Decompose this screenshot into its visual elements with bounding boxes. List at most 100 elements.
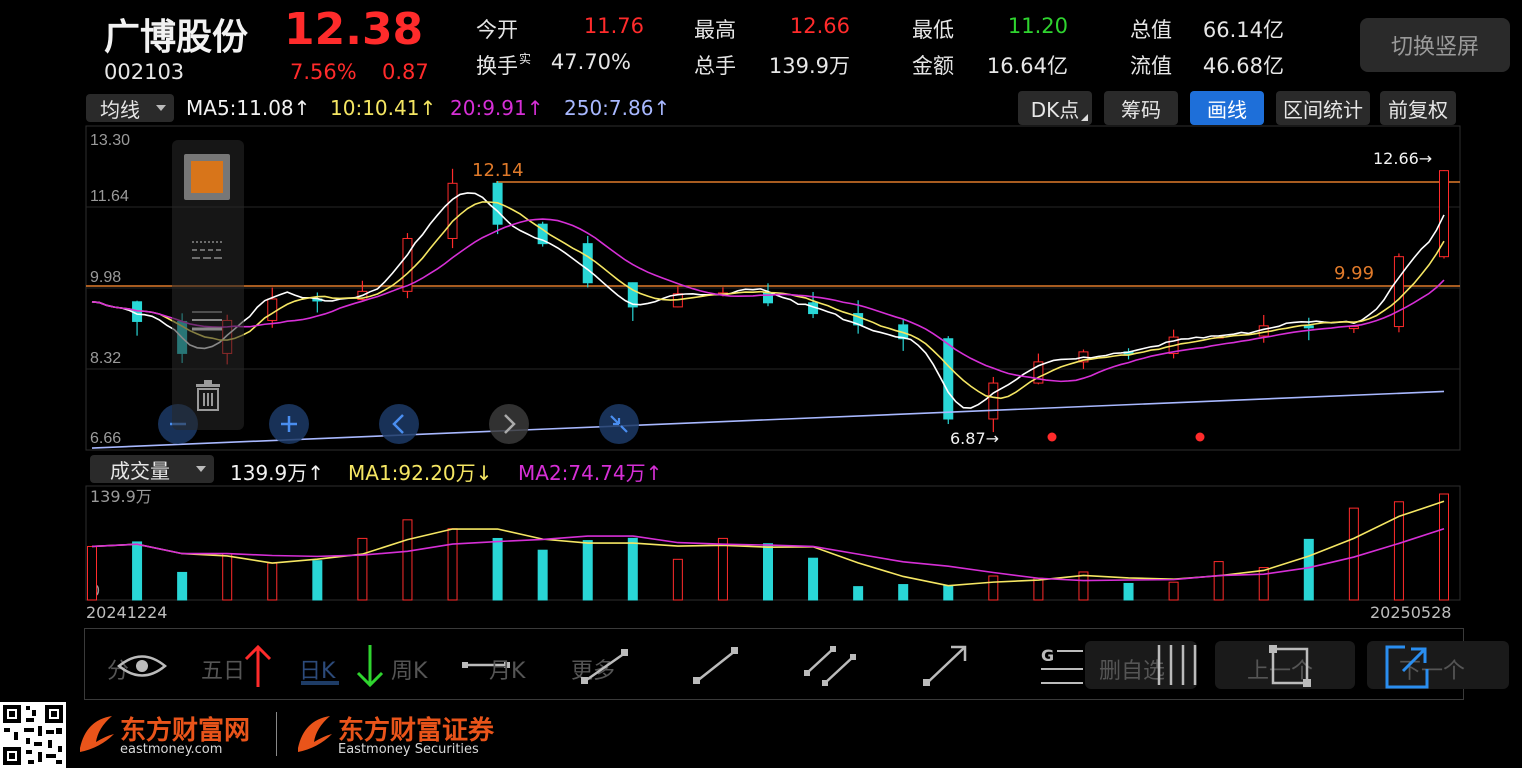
- arrow-down-icon[interactable]: [355, 643, 385, 689]
- volume-bar: [1439, 493, 1449, 601]
- dash-style-icon[interactable]: [190, 238, 224, 266]
- chevron-left-icon: [392, 414, 404, 434]
- trash-icon[interactable]: [194, 380, 222, 412]
- ma-select[interactable]: 均线: [86, 94, 174, 122]
- volume-chart[interactable]: 139.9万 0 20241224 20250528: [0, 484, 1522, 624]
- candle-body: [492, 182, 503, 225]
- line-weight-icon[interactable]: [190, 308, 224, 336]
- mktcap-value: 66.14亿: [1202, 18, 1284, 42]
- scroll-right-button[interactable]: [489, 404, 529, 444]
- caret-down-icon: [156, 105, 166, 111]
- draw-line-button[interactable]: 画线: [1190, 91, 1264, 125]
- volume-bar: [672, 558, 683, 601]
- delete-watchlist-button[interactable]: [1085, 641, 1197, 689]
- ma250-readout: 250:7.86↑: [564, 96, 671, 120]
- parallel-lines-icon[interactable]: [803, 643, 859, 687]
- ma5-readout: MA5:11.08↑: [186, 96, 311, 120]
- eastmoney-logo-icon: [80, 716, 114, 752]
- golden-section-icon[interactable]: G: [1039, 645, 1085, 687]
- ma250-line: [91, 390, 1445, 449]
- brand-securities: 东方财富证券: [338, 716, 495, 746]
- line-segment-icon[interactable]: [691, 643, 741, 687]
- candle-body: [627, 282, 638, 308]
- volume-value: 139.9万: [768, 54, 850, 78]
- volume-bar: [853, 586, 864, 601]
- change-amount: 0.87: [382, 60, 429, 84]
- arrow-up-icon[interactable]: [243, 643, 273, 689]
- qr-code-icon: [0, 702, 66, 768]
- arrow-line-icon[interactable]: [921, 641, 971, 689]
- gridlines: [86, 206, 1460, 370]
- dk-point-button[interactable]: DK点: [1018, 91, 1092, 125]
- hline-label-999: 9.99: [1334, 263, 1374, 284]
- period-month-k[interactable]: 月K: [489, 659, 526, 684]
- forward-adjust-button[interactable]: 前复权: [1380, 91, 1456, 125]
- ma20-line: [91, 218, 1445, 383]
- horizontal-segment-icon[interactable]: [461, 655, 511, 675]
- period-five-day[interactable]: 五日: [201, 659, 246, 684]
- more-periods[interactable]: 更多: [571, 659, 616, 684]
- high-value: 12.66: [789, 14, 850, 38]
- stock-name: 广博股份: [104, 17, 249, 58]
- vol-ma1-readout: MA1:92.20万↓: [348, 461, 493, 485]
- scroll-left-button[interactable]: [379, 404, 419, 444]
- candle-body: [988, 382, 999, 420]
- drawing-style-panel: [172, 140, 244, 430]
- extend-line-icon[interactable]: [1383, 643, 1431, 691]
- ma-select-label: 均线: [100, 97, 140, 122]
- next-button[interactable]: [1367, 641, 1509, 689]
- period-minute[interactable]: 分: [107, 659, 130, 684]
- volume-bar: [267, 562, 278, 601]
- candle-body: [1348, 326, 1359, 330]
- corner-triangle-icon: [1081, 114, 1088, 121]
- y-tick-label: 8.32: [90, 350, 121, 367]
- eye-icon[interactable]: [117, 653, 167, 679]
- amount-label: 金额: [912, 54, 954, 78]
- candle-body: [943, 338, 954, 420]
- low-label: 最低: [912, 18, 954, 42]
- volume-readout: 139.9万↑: [230, 461, 325, 485]
- switch-portrait-button[interactable]: 切换竖屏: [1360, 18, 1510, 72]
- volume-bar: [1078, 571, 1089, 601]
- volume-y-max: 139.9万: [90, 487, 152, 506]
- vol-ma2-readout: MA2:74.74万↑: [518, 461, 663, 485]
- min-price-marker: 6.87→: [950, 429, 999, 448]
- candlestick-chart[interactable]: 13.30 11.64 9.98 8.32 6.66 12.14 9.99 12…: [0, 0, 1522, 460]
- range-stats-button[interactable]: 区间统计: [1276, 91, 1370, 125]
- volume-label: 总手: [694, 54, 736, 78]
- volume-bar: [582, 540, 593, 601]
- divider: [276, 712, 277, 756]
- footer: 东方财富网 eastmoney.com 东方财富证券 Eastmoney Sec…: [0, 700, 1522, 768]
- rectangle-icon[interactable]: [1267, 643, 1313, 689]
- zoom-in-button[interactable]: [269, 404, 309, 444]
- signal-dot: [1195, 432, 1205, 442]
- turnover-value: 47.70%: [550, 50, 631, 74]
- signal-dot: [1047, 432, 1057, 442]
- vertical-lines-icon[interactable]: [1153, 643, 1201, 687]
- volume-bar: [537, 549, 548, 601]
- volume-bar: [1393, 501, 1404, 601]
- ma10-line: [91, 201, 1445, 400]
- chips-button[interactable]: 筹码: [1104, 91, 1178, 125]
- volume-bar: [132, 541, 143, 601]
- ray-line-icon[interactable]: [579, 643, 635, 687]
- date-end: 20250528: [1370, 603, 1451, 622]
- collapse-icon: [610, 415, 628, 433]
- volume-select[interactable]: 成交量: [90, 455, 214, 483]
- candle-body: [1439, 170, 1449, 258]
- color-swatch-button[interactable]: [184, 154, 230, 200]
- volume-bar: [1258, 567, 1269, 601]
- period-week-k[interactable]: 周K: [391, 659, 428, 684]
- orange-swatch-icon: [191, 161, 223, 193]
- volume-bar: [177, 571, 188, 601]
- volume-bar: [1348, 507, 1359, 601]
- max-price-marker: 12.66→: [1373, 149, 1432, 168]
- volume-bar: [1123, 582, 1134, 601]
- period-day-k[interactable]: 日K: [299, 659, 336, 684]
- volume-bar: [808, 557, 819, 601]
- reset-zoom-button[interactable]: [599, 404, 639, 444]
- volume-bar: [312, 560, 323, 601]
- volume-bar: [222, 553, 233, 601]
- volume-bar: [717, 537, 728, 601]
- y-tick-label: 9.98: [90, 269, 121, 286]
